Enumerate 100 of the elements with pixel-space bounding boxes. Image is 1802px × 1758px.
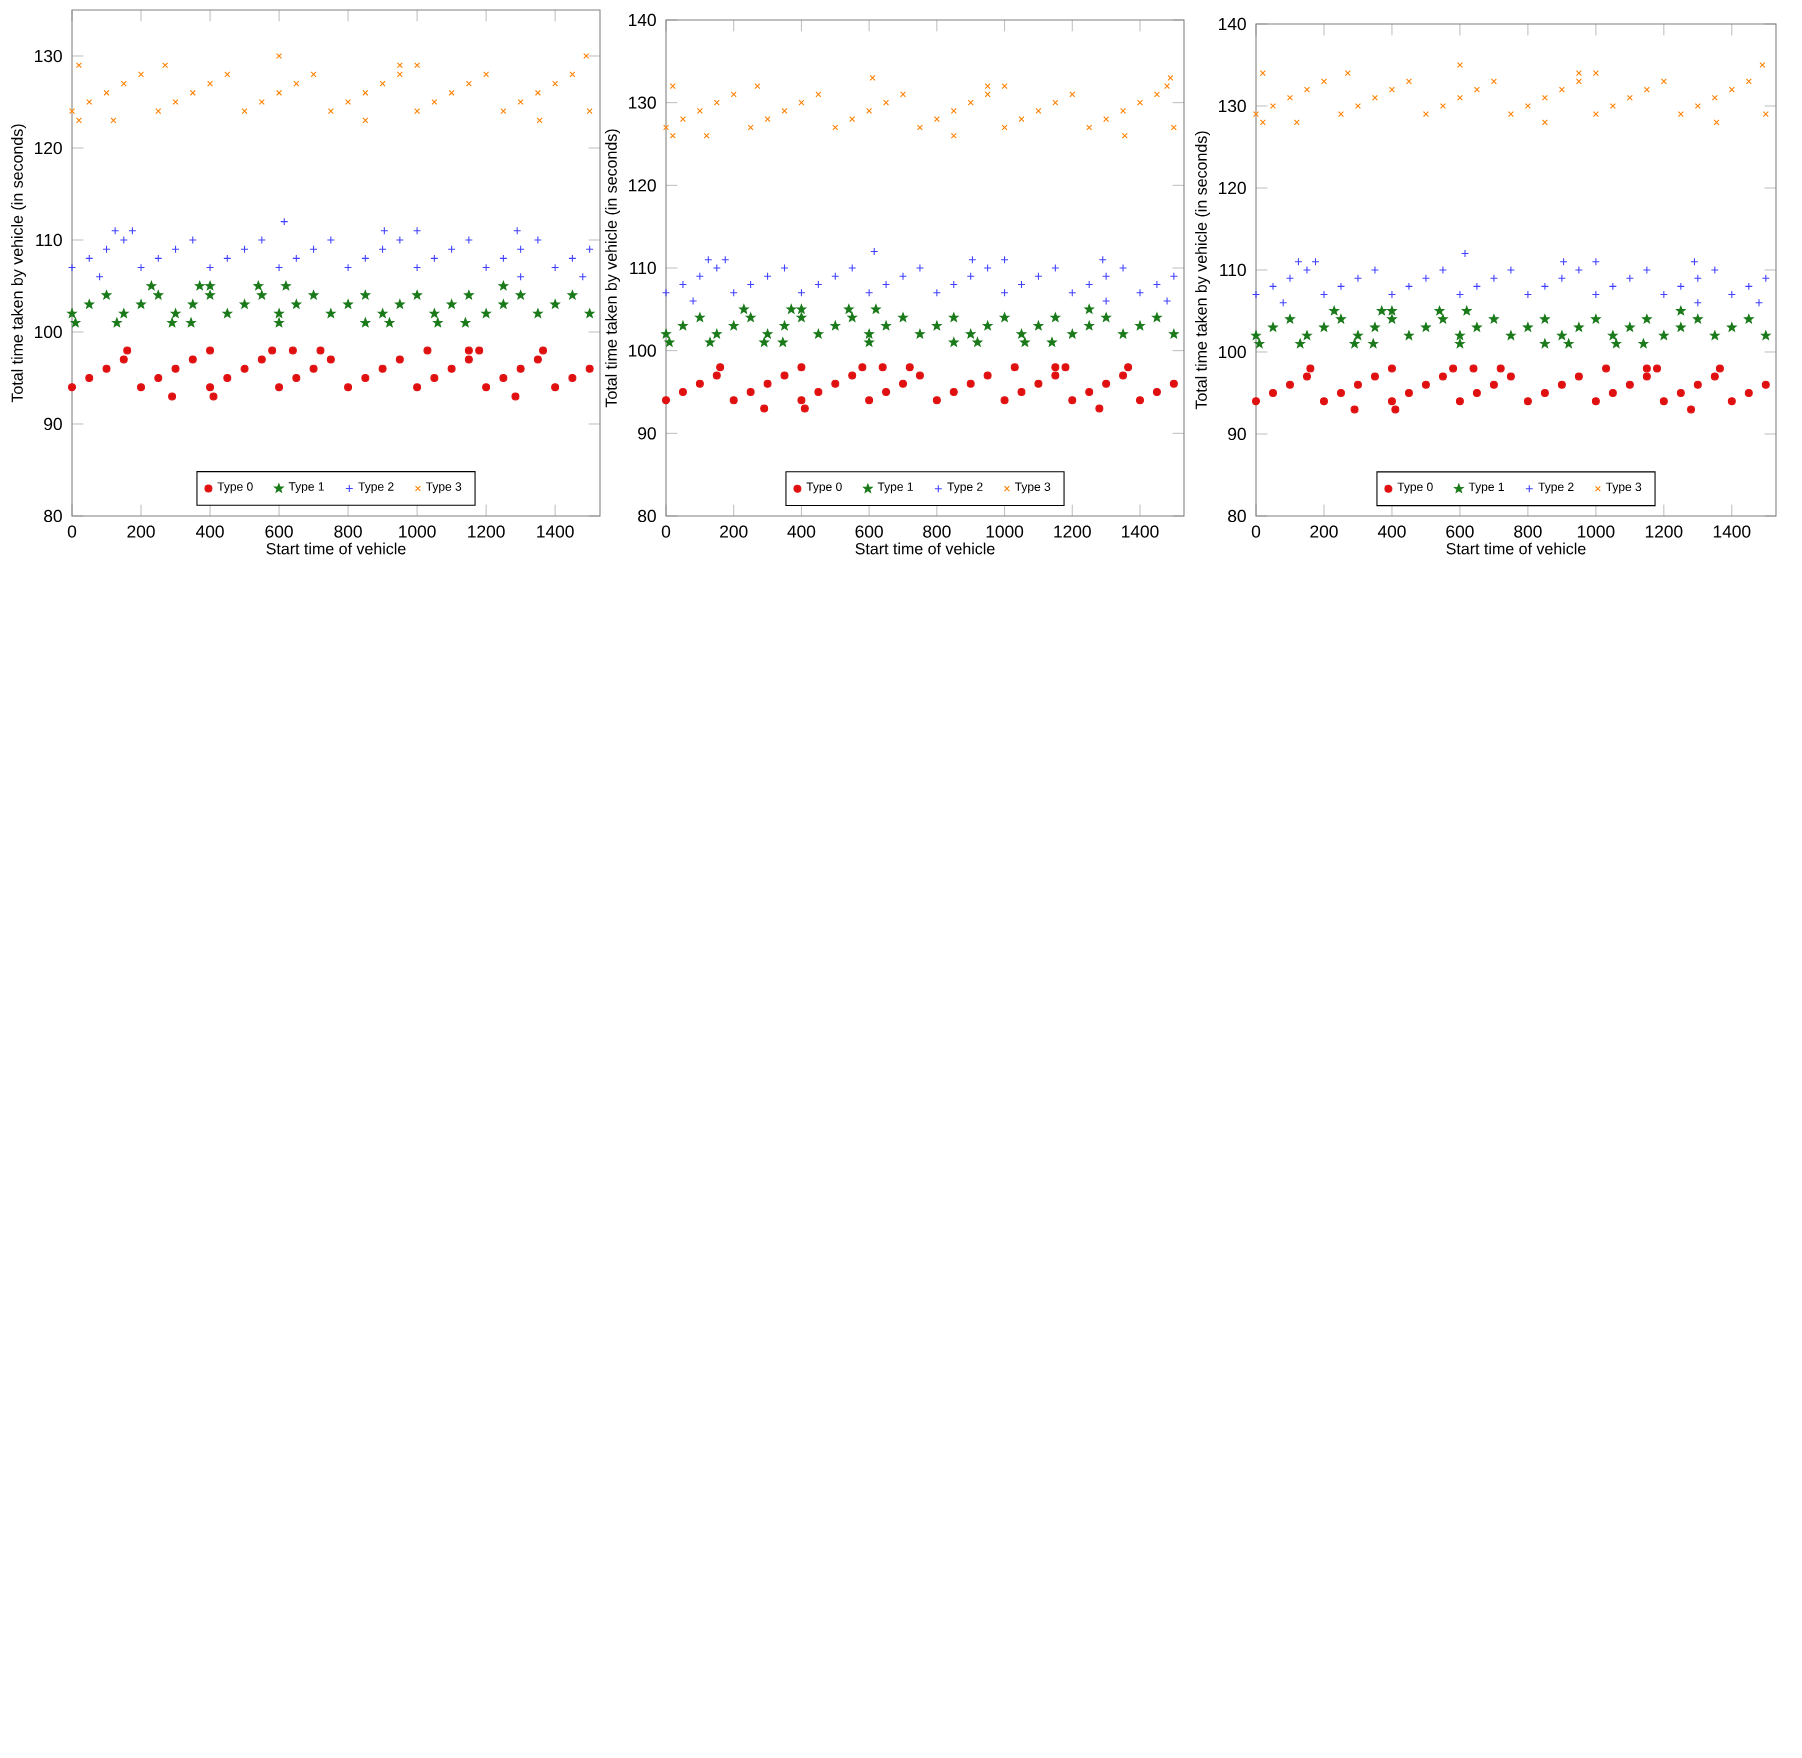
point — [1496, 364, 1505, 373]
point — [1715, 364, 1724, 373]
point — [498, 280, 509, 291]
point — [1558, 86, 1565, 93]
point — [1051, 363, 1060, 372]
point — [1754, 298, 1764, 307]
point — [1557, 330, 1567, 340]
point — [1676, 388, 1685, 397]
point — [1455, 338, 1465, 348]
point — [533, 235, 542, 244]
point — [1035, 107, 1042, 114]
point — [103, 89, 110, 96]
point — [1638, 338, 1649, 348]
point — [206, 263, 215, 272]
point — [1020, 337, 1030, 347]
point — [172, 99, 179, 105]
point — [241, 108, 248, 115]
point — [568, 373, 577, 382]
point — [662, 396, 671, 405]
point — [171, 364, 180, 373]
point — [1523, 290, 1532, 299]
point — [1489, 274, 1498, 283]
point — [395, 355, 404, 364]
point — [1016, 329, 1027, 339]
point — [1387, 397, 1396, 406]
point — [1523, 397, 1532, 406]
point — [1337, 111, 1344, 118]
point — [1102, 297, 1111, 306]
point — [101, 290, 112, 300]
point — [482, 383, 491, 392]
point — [395, 235, 404, 244]
y-tick-label: 120 — [629, 179, 656, 192]
point — [1461, 249, 1470, 258]
x-tick-label: 400 — [1377, 525, 1406, 538]
point — [966, 379, 975, 388]
point — [1376, 305, 1387, 316]
point — [797, 363, 806, 372]
point — [412, 290, 422, 300]
point — [413, 383, 422, 392]
point — [1353, 380, 1362, 389]
point — [678, 320, 688, 331]
point — [360, 317, 371, 327]
point — [1287, 94, 1293, 101]
point — [1251, 397, 1261, 406]
point — [293, 80, 300, 87]
point — [1303, 86, 1310, 93]
point — [1118, 329, 1128, 339]
point — [1169, 379, 1178, 388]
point — [932, 396, 941, 405]
point — [69, 108, 76, 115]
point — [864, 329, 874, 339]
point — [1642, 364, 1651, 373]
point — [1653, 364, 1662, 373]
point — [915, 263, 924, 272]
point — [1438, 372, 1447, 381]
point — [516, 364, 525, 373]
point — [1709, 330, 1720, 340]
point — [1591, 397, 1600, 406]
point — [745, 312, 756, 322]
point — [1001, 83, 1008, 90]
point — [188, 235, 197, 244]
point — [1421, 274, 1430, 283]
point — [1642, 265, 1651, 274]
x-tick-label: 1400 — [1713, 525, 1751, 538]
point — [308, 290, 319, 300]
point — [1455, 290, 1464, 299]
point — [1540, 282, 1549, 291]
point — [111, 226, 120, 235]
point — [746, 387, 755, 396]
point — [583, 53, 590, 59]
point — [1368, 338, 1379, 348]
point — [898, 379, 907, 388]
point — [1643, 86, 1650, 93]
point — [1602, 364, 1611, 373]
point — [1540, 388, 1549, 397]
point — [102, 364, 111, 373]
point — [1018, 116, 1025, 123]
point — [1085, 387, 1094, 396]
point — [1557, 274, 1566, 283]
y-tick-label: 120 — [35, 141, 62, 155]
point — [1404, 330, 1414, 340]
point — [1726, 322, 1737, 332]
point — [882, 280, 891, 289]
point — [138, 71, 145, 78]
point — [1336, 388, 1345, 397]
point — [326, 308, 336, 318]
point — [1676, 322, 1686, 332]
point — [662, 288, 671, 297]
point — [1728, 86, 1735, 93]
point — [205, 280, 215, 291]
point — [1574, 322, 1584, 332]
point — [1253, 111, 1259, 118]
point — [780, 371, 789, 380]
point — [881, 320, 891, 331]
point — [240, 364, 249, 373]
point — [1010, 363, 1019, 372]
point — [551, 263, 560, 272]
point — [1017, 387, 1026, 396]
point — [883, 99, 890, 106]
point — [1084, 304, 1095, 314]
